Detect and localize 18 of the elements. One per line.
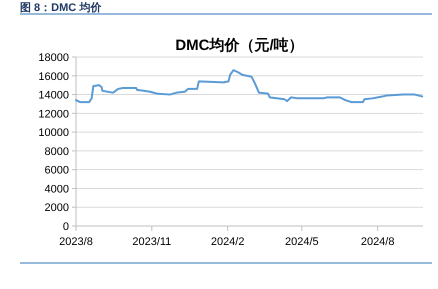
y-tick-label: 0 <box>62 221 69 233</box>
x-tick-label: 2024/8 <box>360 236 394 248</box>
y-tick-label: 4000 <box>44 183 69 196</box>
y-tick-label: 10000 <box>38 127 69 140</box>
line-series <box>75 69 424 104</box>
caption: 图 8：DMC 均价 <box>20 1 102 14</box>
y-tick-label: 12000 <box>38 108 69 120</box>
x-tick-label: 2024/2 <box>210 236 244 248</box>
x-tick-label: 2023/8 <box>59 236 93 248</box>
y-tick-label: 8000 <box>44 146 69 158</box>
x-tick-label: 2023/11 <box>132 236 172 248</box>
y-tick-label: 18000 <box>38 52 69 64</box>
y-tick-label: 6000 <box>44 164 69 177</box>
y-tick-label: 14000 <box>38 90 69 102</box>
y-tick-label: 2000 <box>44 202 69 214</box>
x-tick-label: 2024/5 <box>285 236 319 248</box>
y-tick-label: 16000 <box>38 70 69 83</box>
chart-title: DMC均价（元/吨） <box>175 37 304 54</box>
